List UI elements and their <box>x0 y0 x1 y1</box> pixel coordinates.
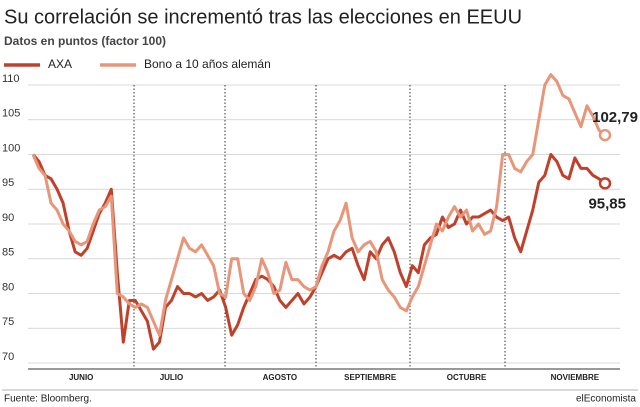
series-line <box>31 153 606 351</box>
value-label: 95,85 <box>588 195 626 212</box>
x-tick-label: OCTUBRE <box>447 373 487 382</box>
legend-label: Bono a 10 años alemán <box>144 57 271 71</box>
y-tick-label: 85 <box>2 247 14 259</box>
source: Fuente: Bloomberg. <box>4 394 92 405</box>
value-label: 102,79 <box>592 109 638 126</box>
x-tick-label: NOVIEMBRE <box>551 373 600 382</box>
y-tick-label: 90 <box>2 212 14 224</box>
x-tick-label: SEPTIEMBRE <box>344 373 397 382</box>
y-tick-label: 70 <box>2 351 14 363</box>
series-line <box>31 73 606 337</box>
end-marker <box>598 128 612 142</box>
y-tick-label: 105 <box>2 108 20 120</box>
y-tick-label: 95 <box>2 177 14 189</box>
chart-title: Su correlación se incrementó tras las el… <box>4 6 522 28</box>
y-tick-label: 100 <box>2 142 20 154</box>
x-tick-label: JULIO <box>160 373 184 382</box>
end-marker <box>598 177 612 190</box>
y-tick-label: 75 <box>2 316 14 328</box>
brand: elEconomista <box>576 394 636 405</box>
y-tick-label: 110 <box>2 73 20 85</box>
y-tick-label: 80 <box>2 281 14 293</box>
x-tick-label: JUNIO <box>69 373 93 382</box>
month-separators <box>133 85 506 368</box>
legend-label: AXA <box>48 57 72 71</box>
chart-subtitle: Datos en puntos (factor 100) <box>4 34 166 48</box>
x-tick-label: AGOSTO <box>263 373 298 382</box>
